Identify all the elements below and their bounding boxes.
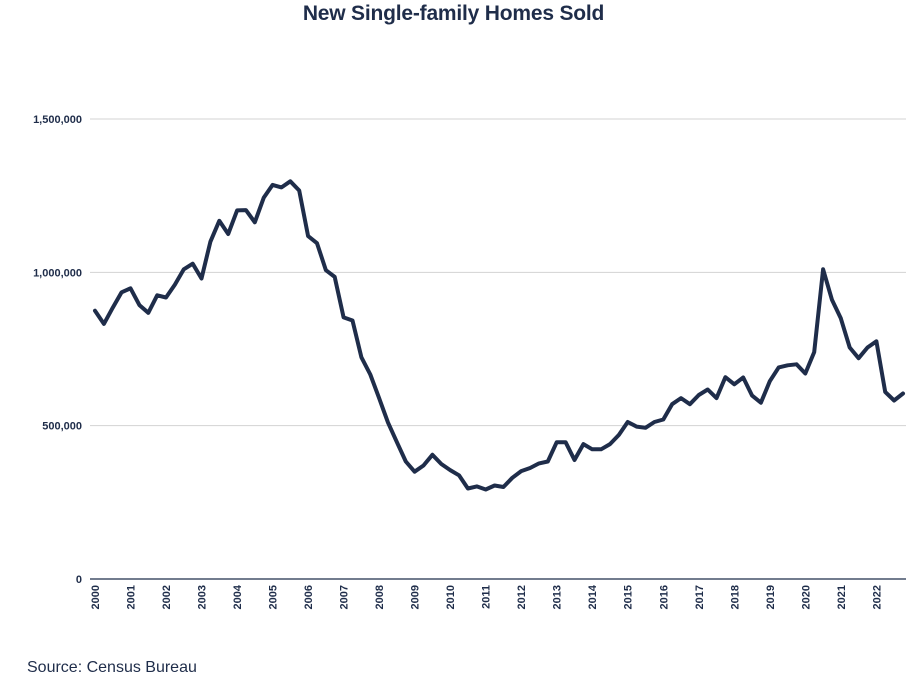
x-axis: 2000 2001 2002 2003 2004 2005 2006 2007 2008 2009… bbox=[90, 578, 906, 609]
x-tick-label: 2007 bbox=[339, 585, 351, 609]
y-tick-label: 500,000 bbox=[42, 421, 82, 433]
y-axis: 0 500,000 1,000,000 1,500,000 bbox=[33, 114, 82, 586]
chart-title: New Single-family Homes Sold bbox=[302, 2, 605, 25]
x-tick-label: 2021 bbox=[836, 585, 848, 609]
x-tick-label: 2008 bbox=[374, 585, 386, 609]
x-tick-label: 2016 bbox=[658, 585, 670, 609]
x-tick-label: 2019 bbox=[765, 585, 777, 609]
x-tick-label: 2012 bbox=[516, 585, 528, 609]
x-tick-label: 2018 bbox=[729, 585, 741, 609]
x-tick-label: 2022 bbox=[871, 585, 883, 609]
x-tick-label: 2010 bbox=[445, 585, 457, 609]
y-tick-label: 0 bbox=[76, 574, 82, 586]
gridlines bbox=[90, 118, 906, 427]
x-tick-label: 2000 bbox=[90, 585, 102, 609]
x-tick-label: 2001 bbox=[126, 585, 138, 609]
x-tick-label: 2020 bbox=[800, 585, 812, 609]
x-tick-label: 2011 bbox=[481, 585, 493, 609]
x-tick-label: 2014 bbox=[587, 584, 599, 609]
series-layer bbox=[93, 179, 905, 492]
x-tick-label: 2009 bbox=[410, 585, 422, 609]
x-tick-label: 2006 bbox=[303, 585, 315, 609]
y-tick-label: 1,000,000 bbox=[33, 267, 82, 279]
x-tick-label: 2015 bbox=[623, 585, 635, 609]
x-tick-label: 2003 bbox=[197, 585, 209, 609]
x-tick-label: 2013 bbox=[552, 585, 564, 609]
x-tick-label: 2017 bbox=[694, 585, 706, 609]
x-tick-label: 2005 bbox=[268, 585, 280, 609]
series-line bbox=[93, 179, 905, 492]
x-tick-label: 2004 bbox=[232, 584, 244, 609]
y-tick-label: 1,500,000 bbox=[33, 114, 82, 126]
x-tick-label: 2002 bbox=[161, 585, 173, 609]
source-note: Source: Census Bureau bbox=[27, 659, 197, 676]
